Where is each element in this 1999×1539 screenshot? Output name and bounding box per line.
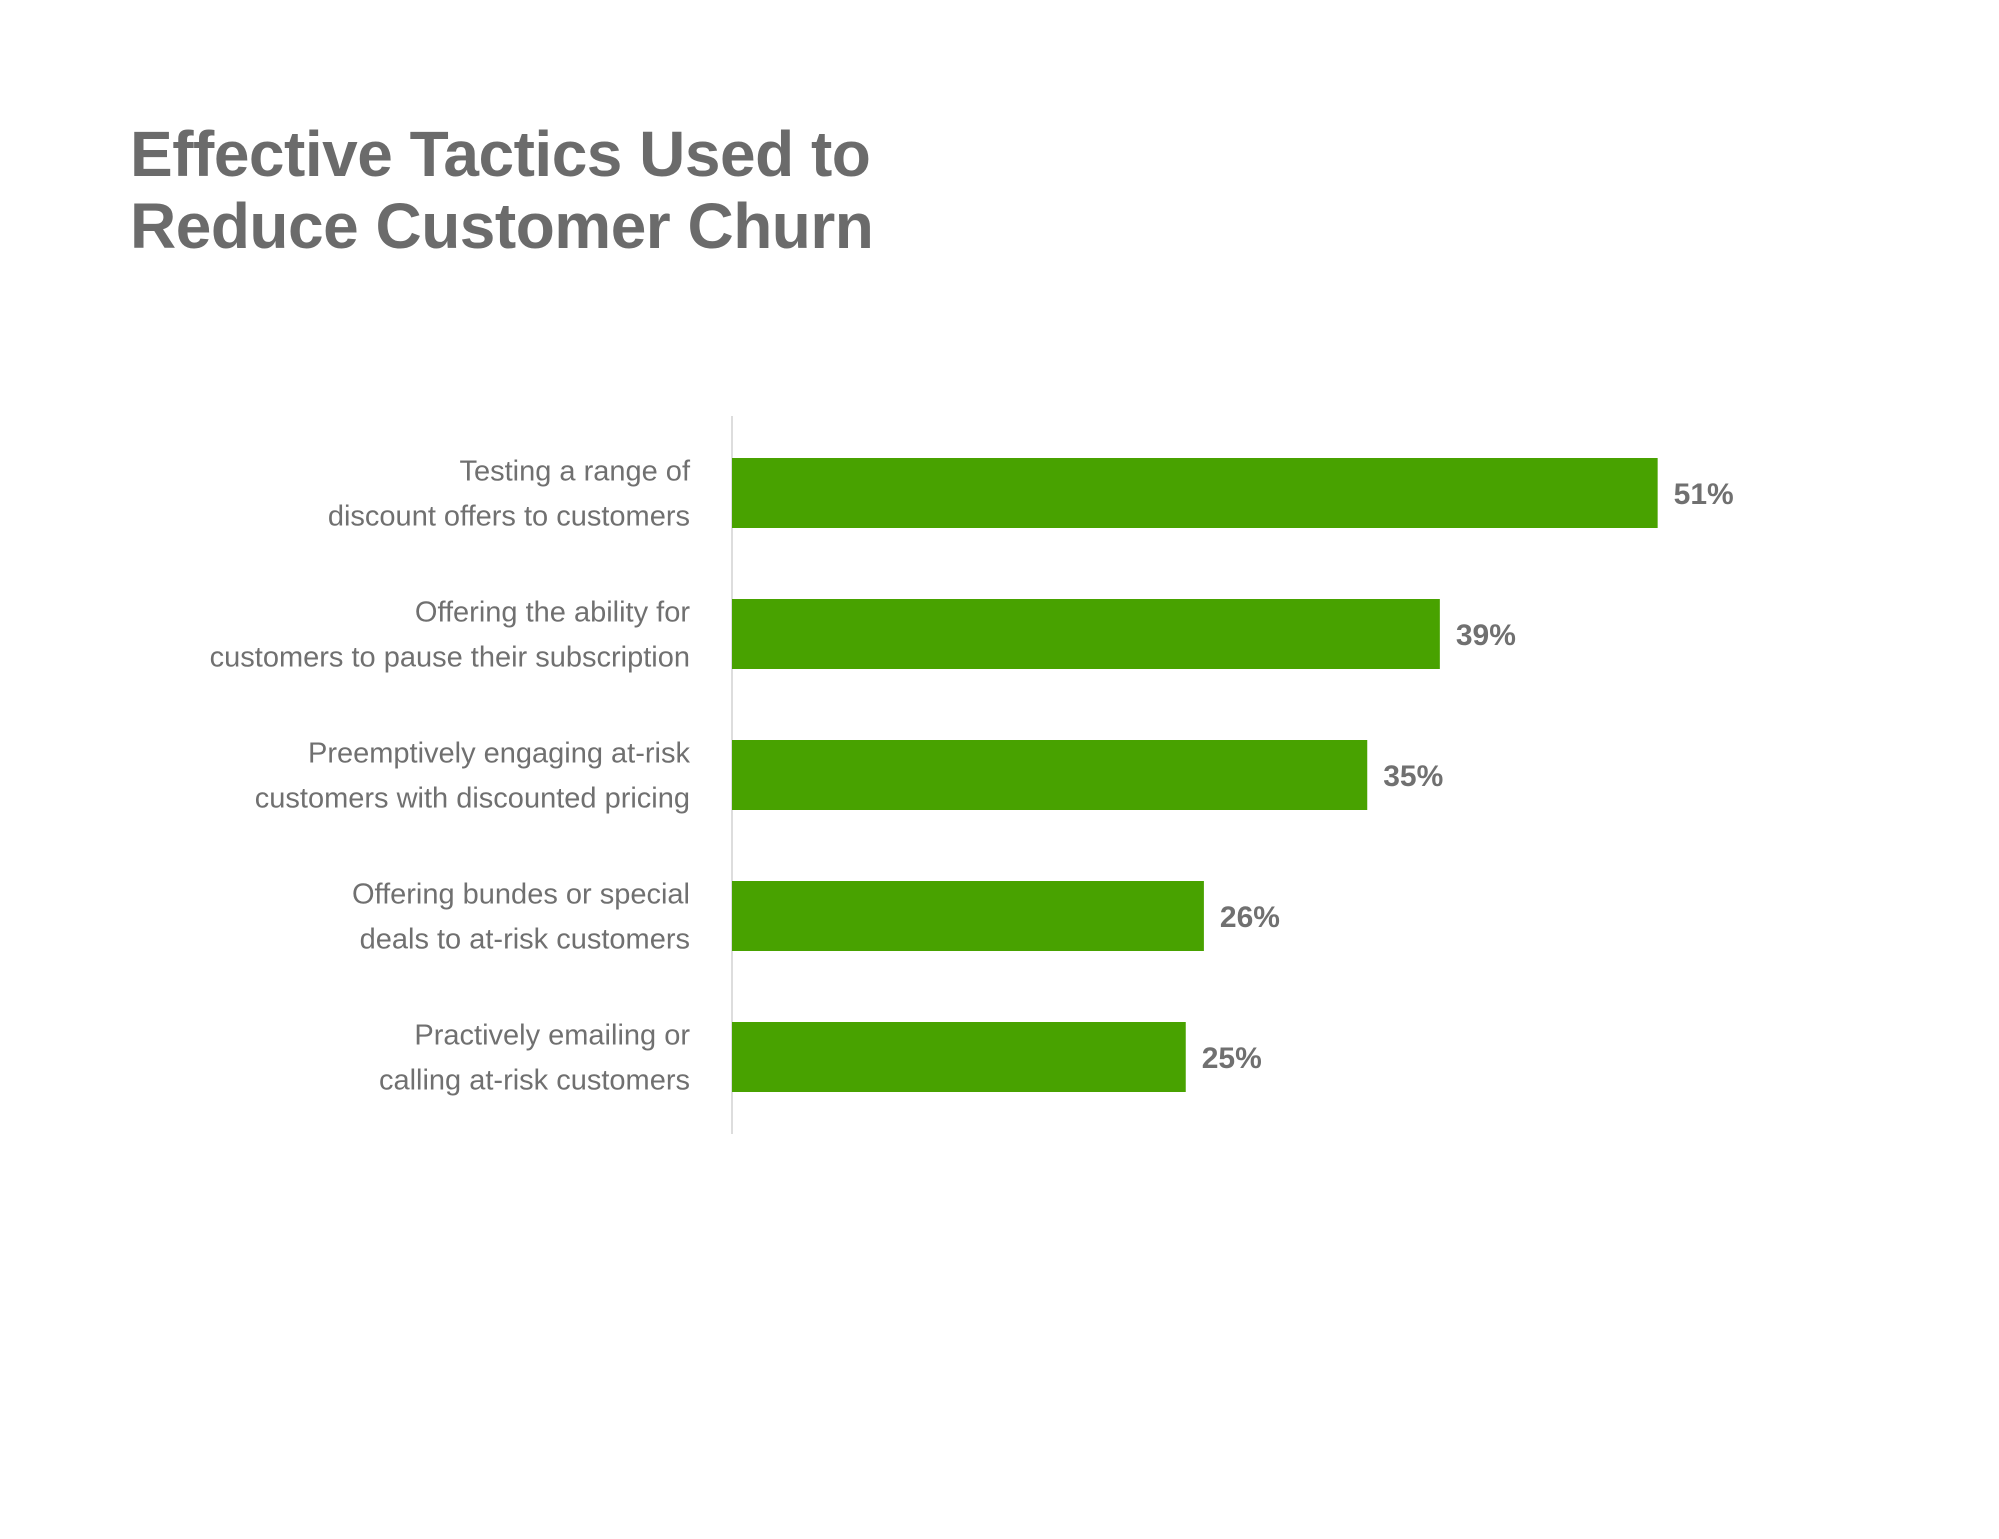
chart-title: Effective Tactics Used to Reduce Custome… (130, 118, 874, 262)
bar-1 (732, 458, 1658, 528)
value-label-5: 25% (1202, 1042, 1262, 1075)
category-label-4-line-1: Offering bundes or special (352, 879, 690, 911)
bar-2 (732, 599, 1440, 669)
bar-4 (732, 881, 1204, 951)
value-label-2: 39% (1456, 619, 1516, 652)
chart-title-line-1: Effective Tactics Used to (130, 118, 871, 190)
category-label-4-line-2: deals to at-risk customers (360, 924, 690, 956)
bar-5 (732, 1022, 1186, 1092)
category-label-2-line-1: Offering the ability for (415, 597, 690, 629)
bar-3 (732, 740, 1368, 810)
category-label-1-line-2: discount offers to customers (328, 501, 690, 533)
chart-title-line-2: Reduce Customer Churn (130, 190, 874, 262)
category-label-3-line-2: customers with discounted pricing (255, 783, 690, 815)
category-label-3-line-1: Preemptively engaging at-risk (308, 738, 691, 770)
value-label-4: 26% (1220, 901, 1280, 934)
category-label-5-line-2: calling at-risk customers (379, 1065, 690, 1097)
value-label-3: 35% (1383, 760, 1443, 793)
category-label-1-line-1: Testing a range of (459, 456, 690, 488)
category-label-2-line-2: customers to pause their subscription (210, 642, 690, 674)
value-label-1: 51% (1674, 478, 1734, 511)
category-label-5-line-1: Practively emailing or (414, 1020, 690, 1052)
chart-plot-area: 51% Testing a range of discount offers to … (210, 416, 1734, 1134)
